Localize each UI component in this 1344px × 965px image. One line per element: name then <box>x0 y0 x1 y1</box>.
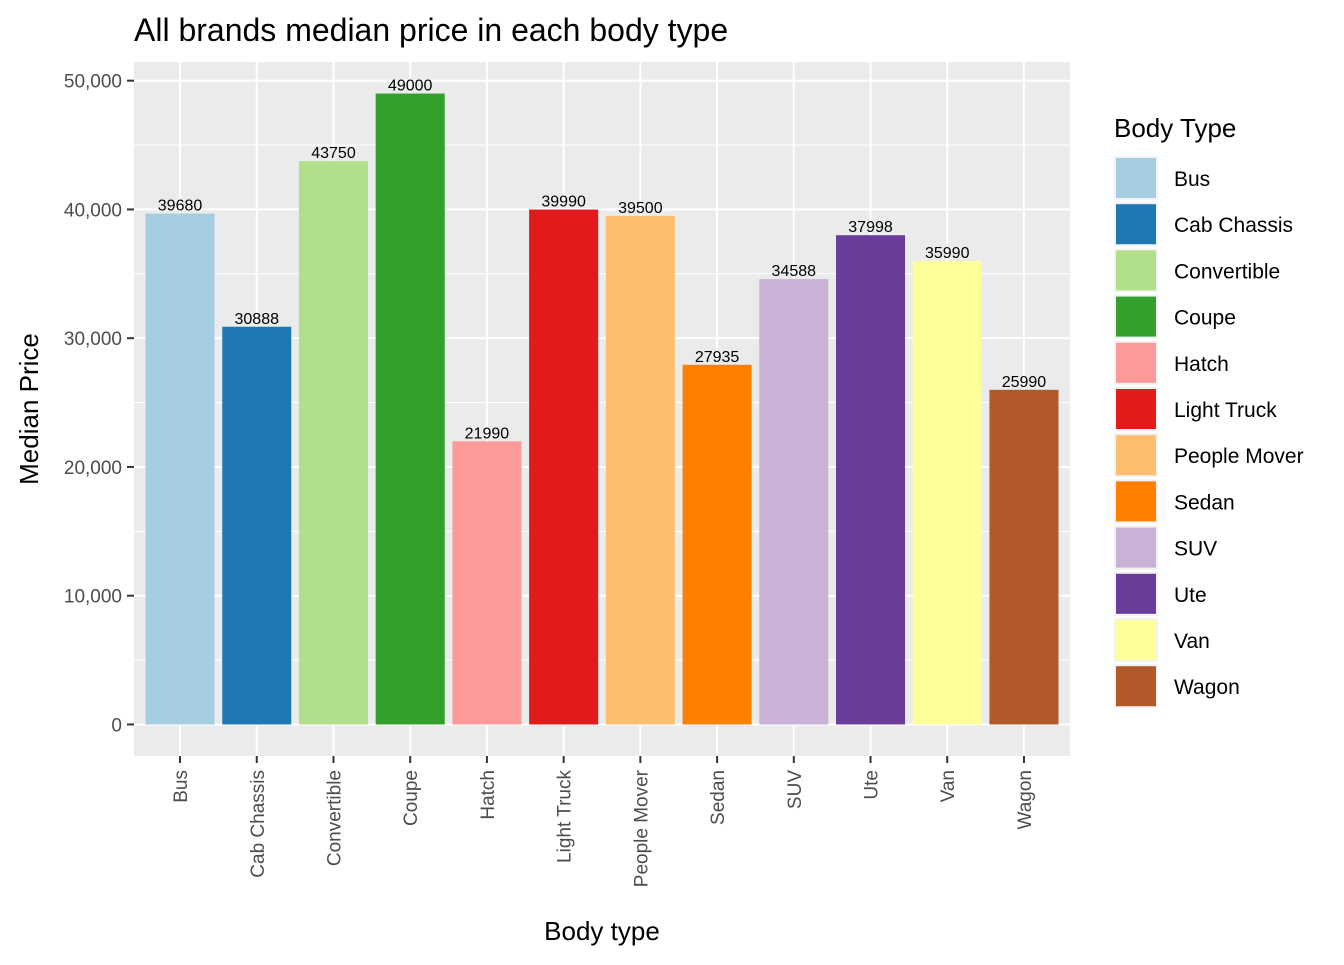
legend-item: Bus <box>1114 156 1210 200</box>
legend-swatch <box>1116 250 1156 291</box>
x-tick-label: Ute <box>862 770 883 800</box>
y-axis: 0 10,000 20,000 30,000 40,000 50,000 <box>64 72 134 736</box>
bar <box>145 213 215 725</box>
x-tick-label: Wagon <box>1015 770 1036 830</box>
y-tick-label: 50,000 <box>64 72 122 93</box>
bar-value-label: 39680 <box>158 198 203 215</box>
x-tick-label: Bus <box>171 770 192 803</box>
legend: Body Type Bus Cab Chassis Convertible Coupe… <box>1114 113 1304 709</box>
bar <box>222 326 292 725</box>
legend-title: Body Type <box>1114 113 1236 143</box>
bar <box>375 93 445 725</box>
legend-swatch <box>1116 342 1156 383</box>
legend-items: Bus Cab Chassis Convertible Coupe Hatch Light… <box>1114 156 1304 709</box>
bar-value-label: 39990 <box>541 194 586 211</box>
y-tick-label: 40,000 <box>64 200 122 221</box>
x-axis-title: Body type <box>544 916 660 946</box>
legend-label: Convertible <box>1174 260 1280 283</box>
bar-value-label: 30888 <box>235 311 280 328</box>
legend-item: Hatch <box>1114 340 1229 385</box>
x-tick-label: Sedan <box>708 770 729 825</box>
legend-item: SUV <box>1114 525 1217 570</box>
bar <box>989 389 1059 725</box>
bar <box>605 215 675 725</box>
legend-item: Convertible <box>1114 248 1280 293</box>
legend-item: Coupe <box>1114 294 1236 339</box>
legend-label: Coupe <box>1174 307 1236 330</box>
x-tick-label: Cab Chassis <box>248 770 269 878</box>
legend-item: Van <box>1114 618 1210 662</box>
bar-value-label: 25990 <box>1002 374 1047 391</box>
legend-swatch <box>1116 666 1156 707</box>
legend-label: Cab Chassis <box>1174 214 1293 237</box>
y-tick-label: 30,000 <box>64 329 122 350</box>
legend-item: Cab Chassis <box>1114 202 1293 247</box>
x-axis: Bus Cab Chassis Convertible Coupe Hatch Light… <box>171 756 1036 887</box>
bar-value-label: 37998 <box>848 219 893 236</box>
legend-label: Hatch <box>1174 353 1229 376</box>
legend-item: Wagon <box>1114 664 1240 709</box>
x-tick-label: People Mover <box>631 769 652 887</box>
x-tick-label: Hatch <box>478 770 499 820</box>
legend-item: Ute <box>1114 571 1207 616</box>
bar-value-label: 21990 <box>465 425 510 442</box>
bar <box>452 441 522 725</box>
legend-swatch <box>1116 527 1156 568</box>
x-tick-label: Van <box>938 770 959 802</box>
bar <box>759 279 829 725</box>
legend-item: Light Truck <box>1114 387 1277 431</box>
y-tick-label: 0 <box>111 715 122 736</box>
bar <box>529 209 599 725</box>
legend-label: Light Truck <box>1174 399 1277 422</box>
legend-item: Sedan <box>1114 479 1235 524</box>
legend-label: Bus <box>1174 168 1210 191</box>
bar-value-labels: 39680 30888 43750 49000 21990 39990 39500 27935… <box>158 78 1047 443</box>
legend-label: Van <box>1174 630 1210 653</box>
x-tick-label: SUV <box>785 770 806 809</box>
legend-label: Wagon <box>1174 676 1240 699</box>
legend-swatch <box>1116 620 1156 660</box>
bar-value-label: 35990 <box>925 245 970 262</box>
bar <box>836 235 906 725</box>
x-tick-label: Light Truck <box>555 770 576 863</box>
x-tick-label: Convertible <box>324 770 345 866</box>
legend-label: Sedan <box>1174 491 1235 514</box>
legend-swatch <box>1116 296 1156 337</box>
x-tick-label: Coupe <box>401 770 422 826</box>
legend-item: People Mover <box>1114 433 1304 478</box>
bar-value-label: 27935 <box>695 349 740 366</box>
legend-swatch <box>1116 204 1156 245</box>
legend-label: Ute <box>1174 584 1207 607</box>
legend-swatch <box>1116 573 1156 614</box>
y-tick-label: 10,000 <box>64 587 122 608</box>
bar-value-label: 49000 <box>388 78 433 95</box>
legend-label: SUV <box>1174 538 1217 561</box>
legend-label: People Mover <box>1174 445 1304 468</box>
bar <box>912 261 982 725</box>
y-axis-title: Median Price <box>14 333 44 485</box>
bar-value-label: 39500 <box>618 200 663 217</box>
bar <box>682 364 752 725</box>
y-tick-label: 20,000 <box>64 458 122 479</box>
bars <box>145 93 1059 725</box>
chart-title: All brands median price in each body typ… <box>134 12 728 48</box>
legend-swatch <box>1116 158 1156 198</box>
bar-value-label: 34588 <box>772 263 817 280</box>
bar-value-label: 43750 <box>311 145 356 162</box>
legend-swatch <box>1116 389 1156 429</box>
bar <box>298 161 368 725</box>
legend-swatch <box>1116 481 1156 522</box>
legend-swatch <box>1116 435 1156 476</box>
